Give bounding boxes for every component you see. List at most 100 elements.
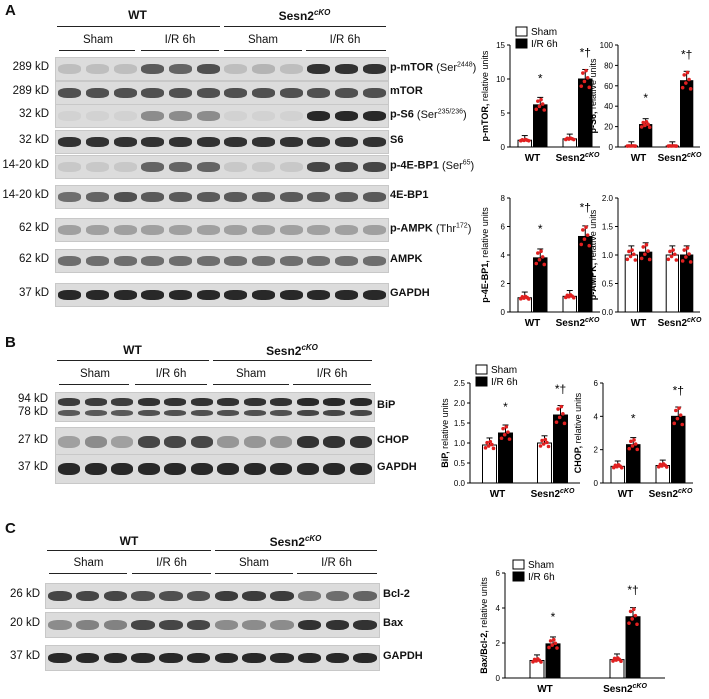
blot-strip xyxy=(55,283,389,307)
blot-band xyxy=(362,137,386,147)
data-point xyxy=(555,646,559,650)
data-point xyxy=(539,249,543,254)
data-point xyxy=(664,465,669,469)
kd-label-2: 78 kD xyxy=(17,406,48,418)
blot-band xyxy=(85,111,110,121)
blot-band xyxy=(353,590,377,602)
blot-band xyxy=(137,435,160,449)
data-point xyxy=(537,257,542,262)
blot-band xyxy=(349,409,372,416)
data-point xyxy=(537,104,542,109)
blot-band xyxy=(251,225,276,235)
blot-strip xyxy=(45,583,380,609)
data-point xyxy=(639,125,644,129)
data-point xyxy=(639,256,644,261)
b-cond-2: I/R 6h xyxy=(155,368,187,380)
bar-ir xyxy=(680,80,694,148)
blot-band xyxy=(217,409,240,416)
kd-label: 94 kD xyxy=(17,393,48,405)
blot-band xyxy=(224,88,248,98)
blot-band xyxy=(224,162,248,172)
y-tick-label: 2.5 xyxy=(454,379,466,388)
blot-band xyxy=(84,409,107,416)
data-point xyxy=(630,617,634,621)
data-point xyxy=(540,255,545,259)
data-point xyxy=(542,108,547,112)
site-suffix: ) xyxy=(467,222,472,235)
blot-band xyxy=(190,398,213,406)
blot-band xyxy=(334,256,359,266)
y-tick-label: 10 xyxy=(496,75,505,84)
blot-band xyxy=(141,290,165,300)
data-point xyxy=(540,438,544,443)
data-point xyxy=(627,621,631,625)
blot-band xyxy=(196,137,220,147)
blot-band xyxy=(196,256,220,266)
data-point xyxy=(507,437,512,441)
y-tick-label: 0 xyxy=(594,479,599,488)
x-category-label: WT xyxy=(631,153,647,164)
significance-mark: *† xyxy=(580,46,591,60)
blot-band xyxy=(296,462,319,476)
kd-label: 26 kD xyxy=(9,588,40,600)
data-point xyxy=(536,99,540,103)
c-group-ko: Sesn2cKO xyxy=(269,534,322,549)
protein-label: p-AMPK (Thr172) xyxy=(390,222,471,235)
y-tick-label: 40 xyxy=(604,102,613,111)
data-point xyxy=(633,144,638,148)
protein-name: p-S6 xyxy=(390,108,414,121)
data-point xyxy=(688,87,693,91)
chart-a3: 0 2 4 6 8 p-4E-BP1, relative units * WT *† Sesn2c… xyxy=(480,194,600,329)
kd-label: 32 kD xyxy=(18,108,49,120)
data-point xyxy=(538,444,543,448)
y-tick-label: 100 xyxy=(600,41,614,50)
data-point xyxy=(628,609,633,614)
blot-strip xyxy=(55,155,389,179)
site-number: 235/236 xyxy=(437,108,463,115)
data-point xyxy=(671,248,675,252)
data-point xyxy=(562,421,567,426)
x-category-label: WT xyxy=(618,489,634,500)
b-ko-line xyxy=(213,360,372,361)
blot-band xyxy=(307,88,331,98)
data-point xyxy=(571,137,576,142)
blot-band xyxy=(217,462,240,476)
data-point xyxy=(685,70,690,75)
blot-band xyxy=(58,137,82,147)
data-point xyxy=(628,254,633,259)
blot-band xyxy=(251,162,276,172)
blot-band xyxy=(168,192,193,202)
blot-band xyxy=(164,409,187,416)
legend-label-ir: I/R 6h xyxy=(528,572,555,583)
y-tick-label: 4 xyxy=(594,412,599,421)
blot-band xyxy=(58,256,82,266)
blot-band xyxy=(323,435,346,449)
blot-band xyxy=(85,290,110,300)
blot-band xyxy=(349,462,372,476)
y-tick-label: 2.0 xyxy=(602,194,614,203)
data-point xyxy=(647,257,652,262)
a-cond-line-2 xyxy=(141,50,219,51)
y-tick-label: 0 xyxy=(501,143,506,152)
x-category-label: WT xyxy=(537,684,553,695)
protein-name: GAPDH xyxy=(377,461,417,473)
data-point xyxy=(619,465,624,470)
b-cond-3: Sham xyxy=(235,368,267,380)
kd-label: 62 kD xyxy=(18,253,49,265)
data-point xyxy=(633,258,638,262)
blot-band xyxy=(141,256,165,266)
c-cond-4: I/R 6h xyxy=(321,557,352,569)
blot-band xyxy=(323,409,346,416)
blot-band xyxy=(58,398,81,406)
blot-band xyxy=(141,111,165,121)
blot-band xyxy=(168,290,193,300)
protein-name: mTOR xyxy=(390,85,423,97)
blot-band xyxy=(141,225,165,235)
protein-name: AMPK xyxy=(390,253,423,265)
blot-band xyxy=(349,435,372,449)
x-category-label: WT xyxy=(490,489,506,500)
blot-band xyxy=(243,398,266,406)
data-point xyxy=(539,660,543,664)
blot-band xyxy=(168,162,193,172)
